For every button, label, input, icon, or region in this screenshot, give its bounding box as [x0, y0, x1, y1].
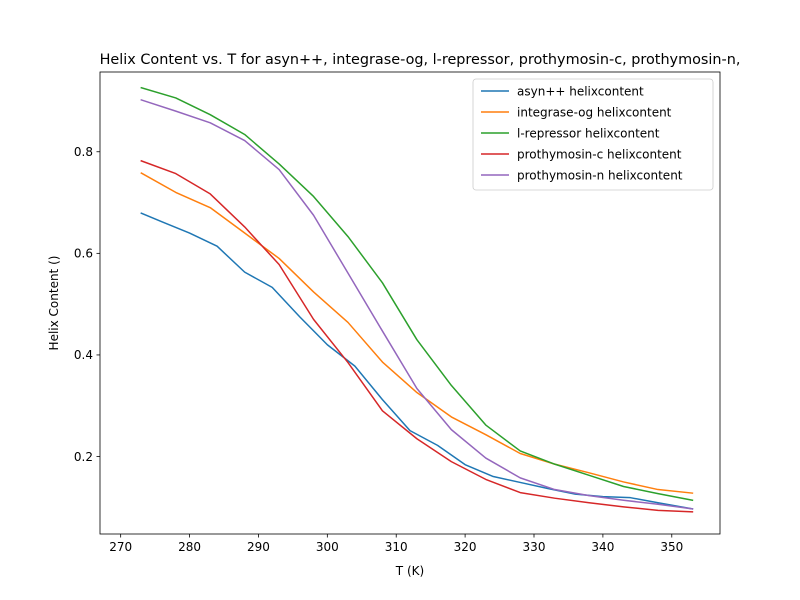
series-line-2 [140, 86, 694, 502]
y-tick-label: 0.6 [74, 247, 93, 261]
y-tick-label: 0.4 [74, 348, 93, 362]
legend-label-2: l-repressor helixcontent [517, 126, 660, 140]
y-tick-label: 0.2 [74, 450, 93, 464]
x-axis-label: T (K) [395, 564, 424, 578]
x-tick-label: 330 [523, 540, 546, 554]
x-tick-label: 340 [591, 540, 614, 554]
legend-label-3: prothymosin-c helixcontent [517, 147, 682, 161]
x-tick-label: 310 [385, 540, 408, 554]
y-axis-label: Helix Content () [47, 256, 61, 351]
legend-label-1: integrase-og helixcontent [517, 105, 672, 119]
legend: asyn++ helixcontent integrase-og helixcon… [472, 78, 714, 191]
x-tick-label: 320 [454, 540, 477, 554]
legend-box [472, 78, 714, 191]
y-tick-label: 0.8 [74, 145, 93, 159]
y-axis-ticks: 0.2 0.4 0.6 0.8 [74, 145, 100, 464]
x-tick-label: 300 [316, 540, 339, 554]
x-tick-label: 350 [660, 540, 683, 554]
x-tick-label: 270 [109, 540, 132, 554]
x-axis-ticks: 270 280 290 300 310 320 330 340 350 [109, 534, 683, 554]
legend-label-4: prothymosin-n helixcontent [517, 168, 683, 182]
series-line-1 [140, 172, 694, 494]
axes-frame [99, 71, 721, 535]
legend-label-0: asyn++ helixcontent [517, 84, 644, 98]
series-line-3 [140, 159, 694, 513]
series-lines [140, 86, 694, 513]
series-line-4 [140, 98, 694, 510]
x-tick-label: 280 [178, 540, 201, 554]
chart-title: Helix Content vs. T for asyn++, integras… [100, 52, 741, 68]
x-tick-label: 290 [247, 540, 270, 554]
